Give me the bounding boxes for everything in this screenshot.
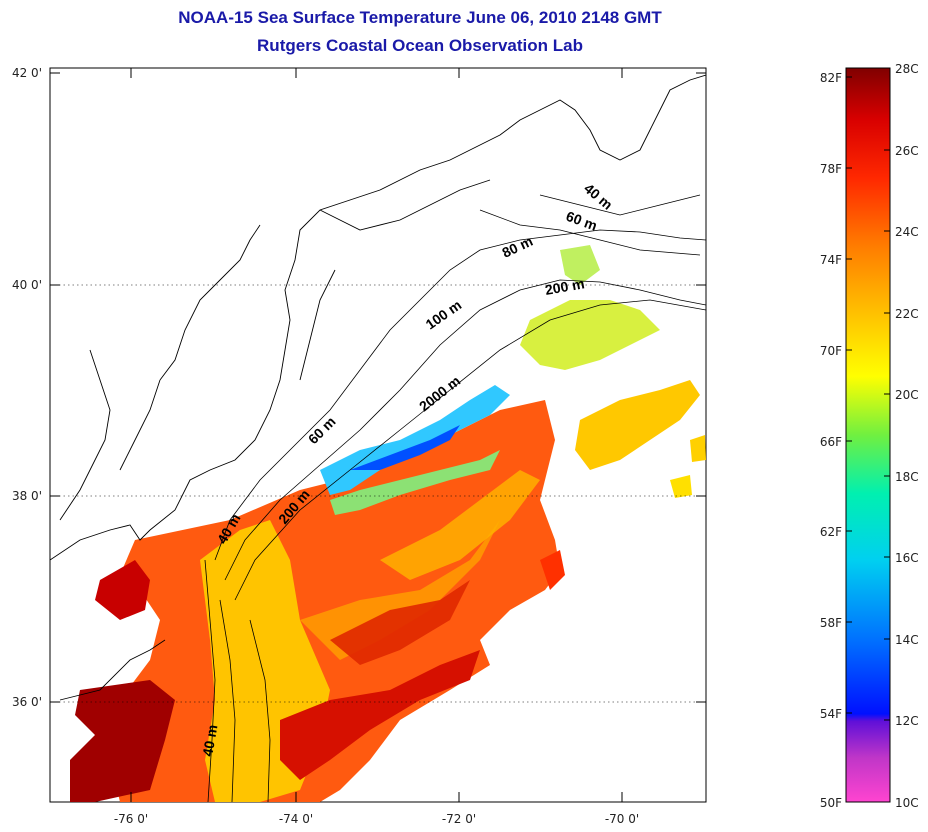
colorbar-c-label: 12C: [895, 714, 919, 728]
offshore-patch-north: [520, 300, 660, 370]
colorbar-c-label: 14C: [895, 633, 919, 647]
map-panel: 40 m 60 m 80 m 200 m 100 m 2000 m 60 m 2…: [12, 66, 707, 826]
nearshore-hot-bay: [95, 560, 150, 620]
colorbar-f-label: 62F: [820, 525, 842, 539]
dark-red-filament-2: [330, 580, 470, 665]
offshore-yellow-speck: [670, 475, 692, 498]
lon-tick-label: -76 0': [114, 812, 148, 826]
colorbar-c-label: 10C: [895, 796, 919, 810]
colorbar-c-label: 16C: [895, 551, 919, 565]
map-subtitle: Rutgers Coastal Ocean Observation Lab: [257, 36, 583, 55]
colorbar-f-label: 58F: [820, 616, 842, 630]
colorbar-f-label: 70F: [820, 344, 842, 358]
colorbar-c-label: 20C: [895, 388, 919, 402]
colorbar-c-label: 26C: [895, 144, 919, 158]
colorbar-c-label: 24C: [895, 225, 919, 239]
colorbar-f-label: 82F: [820, 71, 842, 85]
orange-filament-2: [380, 470, 540, 580]
offshore-red-speck: [540, 550, 565, 590]
coastline: [50, 74, 706, 701]
lat-tick-label: 36 0': [12, 695, 42, 709]
dark-red-filament: [280, 650, 480, 780]
lat-tick-label: 38 0': [12, 489, 42, 503]
colorbar-gradient: [845, 67, 891, 803]
offshore-yellow-speck-2: [690, 435, 706, 462]
colorbar-c-label: 22C: [895, 307, 919, 321]
offshore-patch-east: [575, 380, 700, 470]
green-front: [330, 450, 500, 515]
sst-field: [70, 245, 706, 802]
graticule: [50, 284, 706, 703]
lon-tick-label: -70 0': [605, 812, 639, 826]
colorbar-c-label: 18C: [895, 470, 919, 484]
contour-label: 200 m: [544, 275, 586, 298]
lat-tick-label: 40 0': [12, 278, 42, 292]
colorbar-f-label: 50F: [820, 796, 842, 810]
map-title: NOAA-15 Sea Surface Temperature June 06,…: [178, 8, 662, 27]
colorbar-f-label: 54F: [820, 707, 842, 721]
colorbar-ticks: [846, 67, 890, 721]
colorbar: 82F 78F 74F 70F 66F 62F 58F 54F 50F 28C …: [820, 62, 919, 810]
contour-label: 40 m: [199, 723, 220, 757]
axis-ticks: [50, 68, 706, 802]
orange-filament: [300, 520, 500, 660]
colorbar-f-label: 66F: [820, 435, 842, 449]
offshore-patch-ne: [560, 245, 600, 285]
lon-tick-label: -72 0': [442, 812, 476, 826]
colorbar-f-label: 74F: [820, 253, 842, 267]
colorbar-f-label: 78F: [820, 162, 842, 176]
colorbar-c-label: 28C: [895, 62, 919, 76]
nearshore-hot-south: [70, 680, 175, 802]
depth-contours: [204, 194, 706, 802]
lon-tick-label: -74 0': [279, 812, 313, 826]
lat-tick-label: 42 0': [12, 66, 42, 80]
